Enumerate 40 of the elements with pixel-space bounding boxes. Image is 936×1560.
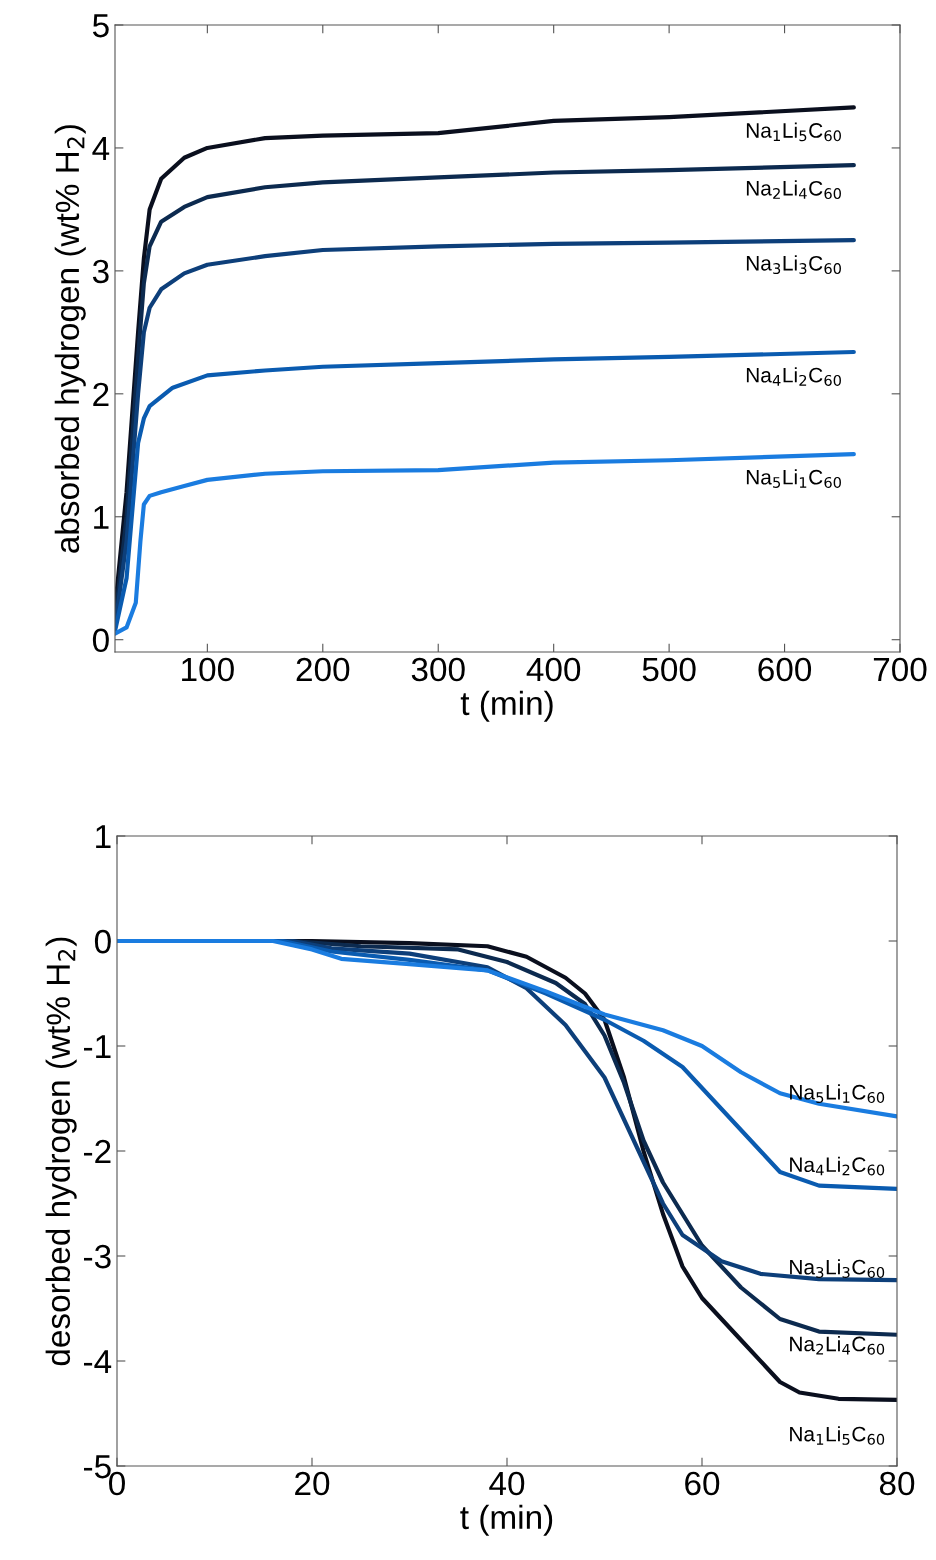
series-label: Na$_{3}$Li$_{3}$C$_{60}$ bbox=[790, 1259, 885, 1278]
y-tick-label: 4 bbox=[92, 137, 110, 161]
y-axis-title: absorbed hydrogen (wt% H$_{2}$) bbox=[54, 125, 86, 553]
y-tick-label: -2 bbox=[83, 1139, 111, 1164]
series-label: Na$_{2}$Li$_{4}$C$_{60}$ bbox=[790, 1336, 885, 1355]
line-series bbox=[115, 451, 856, 636]
y-tick-label: 1 bbox=[96, 825, 111, 849]
y-tick-label: -5 bbox=[83, 1455, 111, 1479]
x-axis-title: t (min) bbox=[460, 1504, 553, 1536]
y-tick-label: 5 bbox=[92, 14, 109, 38]
x-tick-label: 600 bbox=[758, 657, 812, 682]
x-axis-title: t (min) bbox=[460, 690, 553, 722]
y-tick-label: 3 bbox=[92, 259, 109, 284]
y-tick-label: -1 bbox=[83, 1035, 111, 1059]
x-tick-label: 60 bbox=[685, 1471, 720, 1496]
x-tick-label: 500 bbox=[642, 657, 696, 682]
y-tick-label: -4 bbox=[83, 1350, 112, 1374]
y-tick-label: 0 bbox=[92, 628, 109, 653]
series-label: Na$_{1}$Li$_{5}$C$_{60}$ bbox=[746, 122, 841, 142]
y-tick-label: 0 bbox=[94, 929, 111, 954]
y-axis-title: desorbed hydrogen (wt% H$_{2}$) bbox=[45, 937, 77, 1366]
series-label: Na$_{1}$Li$_{5}$C$_{60}$ bbox=[790, 1426, 885, 1445]
series-label: Na$_{4}$Li$_{2}$C$_{60}$ bbox=[790, 1156, 885, 1176]
x-tick-label: 20 bbox=[295, 1471, 330, 1496]
x-tick-label: 700 bbox=[873, 657, 927, 682]
y-tick-label: -3 bbox=[83, 1244, 111, 1269]
series-label: Na$_{3}$Li$_{3}$C$_{60}$ bbox=[746, 255, 841, 275]
series-label: Na$_{4}$Li$_{2}$C$_{60}$ bbox=[746, 367, 841, 386]
series-label: Na$_{5}$Li$_{1}$C$_{60}$ bbox=[790, 1084, 885, 1104]
x-tick-label: 40 bbox=[489, 1471, 525, 1496]
y-tick-label: 2 bbox=[93, 382, 109, 406]
line-series bbox=[117, 938, 897, 1119]
x-tick-label: 300 bbox=[411, 657, 465, 682]
x-tick-label: 400 bbox=[526, 657, 581, 682]
x-tick-label: 100 bbox=[182, 657, 234, 682]
series-label: Na$_{5}$Li$_{1}$C$_{60}$ bbox=[746, 469, 841, 488]
x-tick-label: 80 bbox=[879, 1471, 915, 1496]
x-tick-label: 200 bbox=[296, 657, 350, 682]
series-label: Na$_{2}$Li$_{4}$C$_{60}$ bbox=[746, 180, 841, 200]
y-tick-label: 1 bbox=[94, 505, 109, 529]
